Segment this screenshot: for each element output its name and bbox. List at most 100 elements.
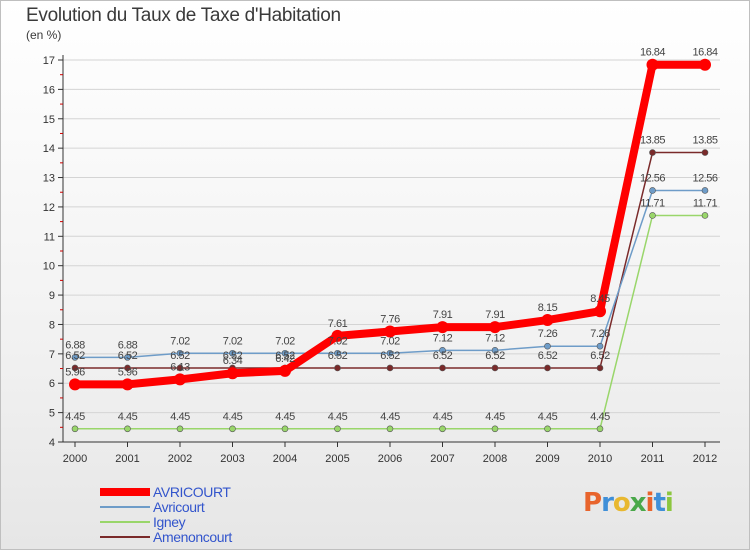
logo-letter: r	[601, 488, 614, 518]
data-label: 6.52	[485, 350, 505, 362]
data-label: 7.61	[328, 318, 348, 330]
data-point	[334, 349, 341, 357]
x-tick-label: 2008	[483, 453, 507, 465]
data-label: 7.02	[328, 335, 348, 347]
data-point	[176, 349, 184, 357]
data-point	[544, 364, 551, 372]
legend-swatch	[100, 536, 150, 538]
data-point	[491, 347, 499, 354]
data-label: 6.34	[223, 355, 243, 367]
data-point	[436, 321, 449, 334]
data-point	[121, 378, 134, 391]
data-point	[646, 58, 659, 71]
legend-swatch	[100, 521, 150, 523]
data-label: 5.96	[65, 366, 85, 378]
data-label: 7.12	[485, 332, 505, 344]
data-label: 8.45	[590, 293, 610, 305]
data-label: 6.52	[65, 350, 85, 362]
data-label: 6.42	[275, 353, 295, 365]
data-label: 7.02	[380, 335, 400, 347]
y-tick-label: 14	[43, 143, 55, 155]
x-tick-label: 2004	[273, 453, 297, 465]
x-tick-label: 2011	[641, 453, 665, 465]
data-label: 5.96	[118, 366, 138, 378]
data-label: 6.52	[590, 350, 610, 362]
data-point	[279, 364, 291, 377]
data-point	[71, 354, 79, 361]
data-label: 6.52	[380, 350, 400, 362]
data-point	[281, 349, 289, 357]
data-point	[124, 354, 131, 361]
data-label: 4.45	[328, 411, 348, 423]
data-point	[229, 425, 236, 433]
data-label: 8.15	[538, 302, 558, 314]
data-point	[701, 149, 709, 156]
data-label: 6.88	[118, 339, 138, 351]
data-label: 13.85	[640, 135, 665, 147]
data-label: 6.52	[118, 350, 138, 362]
data-point	[71, 425, 79, 433]
x-tick-label: 2003	[220, 453, 244, 465]
data-point	[124, 425, 131, 433]
x-tick-label: 2012	[693, 453, 717, 465]
x-tick-label: 2010	[588, 453, 612, 465]
y-tick-label: 6	[49, 378, 55, 390]
data-point	[281, 425, 289, 433]
data-point	[71, 364, 79, 372]
data-point	[544, 425, 551, 433]
data-point	[334, 364, 341, 372]
data-point	[649, 212, 656, 219]
y-tick-label: 12	[43, 202, 55, 214]
data-label: 6.52	[433, 350, 453, 362]
data-point	[596, 425, 604, 433]
y-tick-label: 10	[43, 261, 55, 273]
chart-legend: AVRICOURT Avricourt Igney Amenoncourt	[100, 484, 340, 545]
data-label: 11.71	[640, 197, 665, 209]
data-label: 6.52	[275, 350, 295, 362]
x-tick-label: 2006	[378, 453, 402, 465]
x-tick-label: 2005	[325, 453, 349, 465]
data-point	[649, 187, 656, 194]
legend-swatch	[100, 506, 150, 508]
data-point	[176, 364, 184, 372]
legend-label: Igney	[153, 514, 186, 530]
y-tick-label: 16	[43, 84, 55, 96]
y-tick-label: 7	[49, 349, 55, 361]
data-point	[174, 373, 186, 386]
data-point	[699, 58, 711, 71]
data-label: 4.45	[170, 411, 190, 423]
data-label: 4.45	[275, 411, 295, 423]
data-label: 4.45	[65, 411, 85, 423]
legend-label: Avricourt	[153, 499, 205, 515]
data-point	[544, 342, 551, 350]
logo-letter: t	[653, 488, 665, 518]
data-point	[226, 367, 239, 380]
data-label: 6.52	[538, 350, 558, 362]
data-label: 4.45	[223, 411, 243, 423]
data-label: 6.88	[65, 339, 85, 351]
data-point	[596, 364, 604, 372]
data-point	[331, 329, 344, 342]
data-point	[334, 425, 341, 433]
data-label: 4.45	[380, 411, 400, 423]
chart-title: Evolution du Taux de Taxe d'Habitation	[26, 5, 341, 26]
data-point	[701, 212, 709, 219]
data-point	[649, 149, 656, 156]
data-label: 7.26	[590, 328, 610, 340]
y-tick-label: 5	[49, 408, 55, 420]
data-label: 16.84	[692, 47, 717, 59]
legend-item: Avricourt	[100, 499, 340, 515]
data-label: 16.84	[640, 47, 665, 59]
data-point	[491, 364, 499, 372]
data-label: 4.45	[538, 411, 558, 423]
legend-swatch	[100, 488, 150, 496]
data-point	[596, 342, 604, 350]
data-label: 7.02	[275, 335, 295, 347]
data-point	[439, 425, 446, 433]
data-label: 11.71	[693, 197, 718, 209]
data-point	[384, 325, 396, 338]
proxiti-logo: Proxiti	[583, 488, 674, 518]
data-point	[491, 425, 499, 433]
